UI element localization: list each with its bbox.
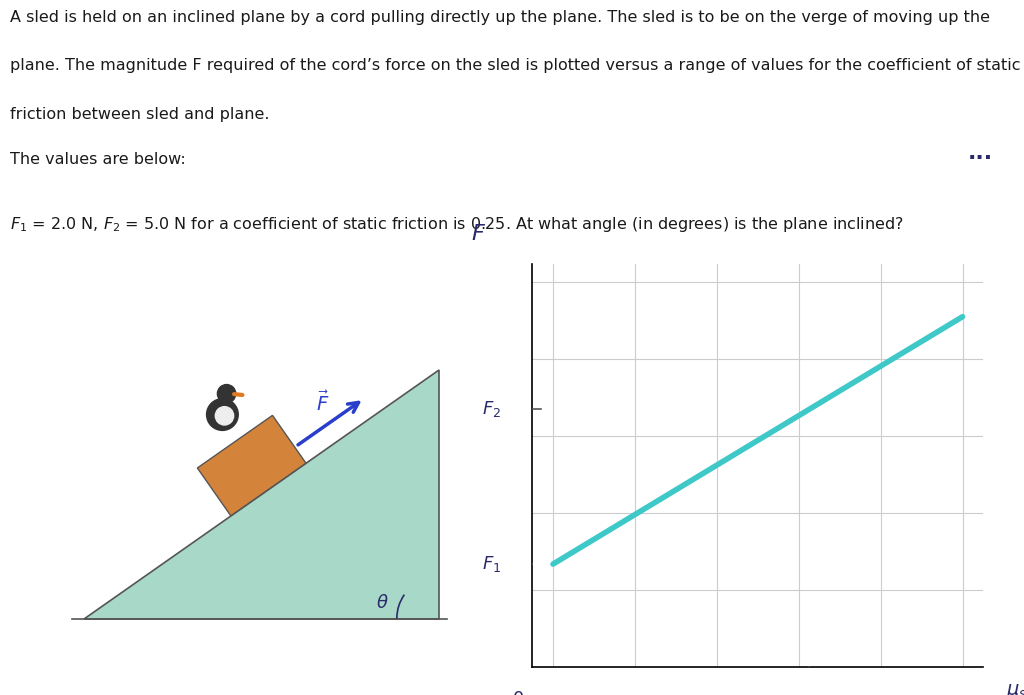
Text: $\theta$: $\theta$ bbox=[376, 594, 389, 612]
Text: $\vec{F}$: $\vec{F}$ bbox=[315, 391, 329, 415]
Text: $F_2$: $F_2$ bbox=[482, 400, 501, 420]
Circle shape bbox=[207, 399, 239, 430]
Circle shape bbox=[215, 407, 233, 425]
Polygon shape bbox=[84, 370, 438, 619]
Text: ...: ... bbox=[968, 143, 993, 163]
Text: plane. The magnitude F required of the cord’s force on the sled is plotted versu: plane. The magnitude F required of the c… bbox=[10, 58, 1021, 74]
Text: $F_1$: $F_1$ bbox=[481, 554, 501, 574]
Text: 0: 0 bbox=[513, 690, 524, 695]
Text: friction between sled and plane.: friction between sled and plane. bbox=[10, 107, 269, 122]
Text: The values are below:: The values are below: bbox=[10, 152, 186, 167]
Polygon shape bbox=[198, 416, 306, 516]
Text: $\mu_s$: $\mu_s$ bbox=[1006, 682, 1024, 695]
Circle shape bbox=[217, 384, 236, 403]
Text: $F_1$ = 2.0 N, $F_2$ = 5.0 N for a coefficient of static friction is 0.25. At wh: $F_1$ = 2.0 N, $F_2$ = 5.0 N for a coeff… bbox=[10, 215, 904, 234]
Text: A sled is held on an inclined plane by a cord pulling directly up the plane. The: A sled is held on an inclined plane by a… bbox=[10, 10, 990, 25]
Text: $F$: $F$ bbox=[471, 224, 486, 244]
